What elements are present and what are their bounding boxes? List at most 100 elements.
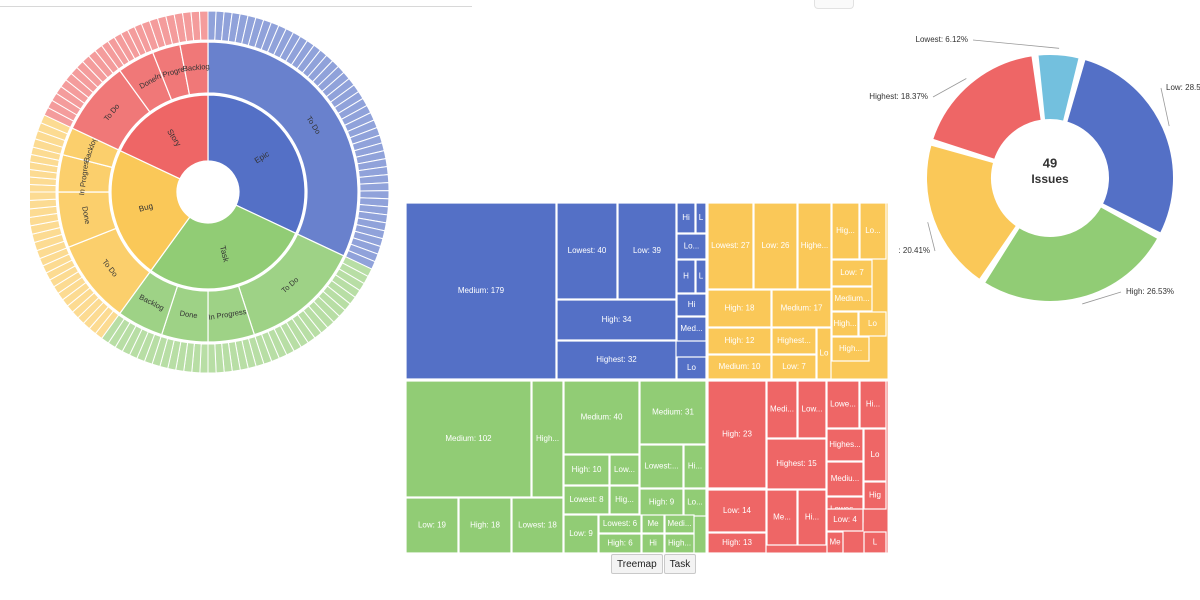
treemap-cell-label: Medium: 17: [781, 304, 823, 313]
treemap-cell[interactable]: [563, 454, 610, 486]
treemap-cell[interactable]: [406, 203, 557, 380]
treemap-cell[interactable]: [676, 203, 696, 234]
treemap-cell-label: High: 13: [722, 538, 752, 547]
treemap-cell[interactable]: [695, 203, 707, 234]
treemap-cell[interactable]: [598, 533, 642, 553]
treemap-cell[interactable]: [771, 289, 832, 328]
treemap-cell[interactable]: [556, 340, 677, 380]
treemap-cell[interactable]: [641, 533, 665, 553]
sunburst-leaf-segment[interactable]: [359, 182, 390, 192]
sunburst-type-epic[interactable]: [207, 94, 306, 235]
treemap-cell[interactable]: [707, 489, 767, 533]
treemap-cell[interactable]: [766, 438, 827, 490]
treemap-cell[interactable]: [556, 203, 618, 300]
donut-slice[interactable]: [931, 54, 1043, 162]
treemap-cell-label: Me...: [773, 513, 791, 522]
treemap-cell[interactable]: [676, 293, 707, 317]
treemap-cell[interactable]: [831, 336, 870, 362]
treemap-cell[interactable]: [831, 311, 859, 337]
sunburst-status-segment[interactable]: [179, 41, 209, 96]
sunburst-type-bug[interactable]: [110, 149, 191, 272]
treemap-cell[interactable]: [406, 497, 459, 553]
treemap-cell[interactable]: [816, 327, 832, 380]
sunburst-leaf-segment[interactable]: [30, 191, 57, 201]
donut-slice[interactable]: [1036, 53, 1081, 123]
donut-slice[interactable]: [1065, 57, 1175, 235]
treemap-cell-label: Hi...: [866, 400, 880, 409]
sunburst-status-label: Done: [179, 309, 198, 321]
view-toggle: Treemap Task: [611, 554, 697, 574]
treemap-cell[interactable]: [753, 203, 798, 290]
treemap-cell[interactable]: [511, 497, 564, 553]
treemap-cell[interactable]: [609, 485, 640, 515]
treemap-cell[interactable]: [826, 508, 864, 532]
task-button[interactable]: Task: [663, 554, 697, 574]
treemap-cell[interactable]: [831, 259, 873, 287]
top-handle[interactable]: [814, 0, 854, 9]
treemap-cell[interactable]: [863, 428, 887, 482]
treemap-cell[interactable]: [458, 497, 512, 553]
treemap-cell[interactable]: [797, 203, 832, 290]
sunburst-leaf-segment[interactable]: [198, 10, 209, 41]
treemap-cell[interactable]: [831, 286, 873, 312]
treemap-cell[interactable]: [641, 514, 665, 534]
treemap-cell[interactable]: [826, 428, 864, 462]
treemap-cell-label: Low: 26: [761, 241, 790, 250]
donut-label-leader: [932, 78, 967, 98]
sunburst-type-story[interactable]: [119, 94, 209, 180]
treemap-cell[interactable]: [563, 514, 599, 553]
treemap-cell[interactable]: [797, 489, 827, 546]
treemap-cell[interactable]: [771, 354, 817, 380]
treemap-cell[interactable]: [826, 531, 844, 553]
treemap-cell[interactable]: [766, 380, 798, 439]
treemap-cell[interactable]: [683, 488, 707, 517]
treemap-cell[interactable]: [859, 203, 887, 260]
sunburst-status-segment[interactable]: [207, 41, 359, 257]
treemap-cell[interactable]: [556, 299, 677, 341]
treemap-cell[interactable]: [609, 454, 640, 486]
treemap-cell[interactable]: [639, 444, 684, 489]
treemap-cell[interactable]: [617, 203, 677, 300]
treemap-cell[interactable]: [863, 481, 887, 510]
donut-slice[interactable]: [925, 143, 1019, 282]
donut-label-leader: [927, 222, 936, 252]
treemap-cell[interactable]: [563, 380, 640, 455]
treemap-cell[interactable]: [863, 531, 887, 553]
treemap-cell-label: High...: [833, 319, 856, 328]
treemap-cell[interactable]: [598, 514, 642, 534]
treemap-cell-label: Highe...: [801, 241, 829, 250]
treemap-cell[interactable]: [707, 289, 772, 328]
treemap-cell[interactable]: [676, 233, 707, 260]
treemap-cell[interactable]: [707, 354, 772, 380]
sunburst-leaf-segment[interactable]: [207, 343, 217, 374]
treemap-cell[interactable]: [707, 203, 754, 290]
treemap-cell[interactable]: [831, 203, 860, 260]
treemap-cell[interactable]: [676, 356, 707, 380]
treemap-cell[interactable]: [563, 485, 610, 515]
treemap-cell-label: High: 6: [607, 539, 633, 548]
treemap-cell[interactable]: [639, 380, 707, 445]
donut-slice[interactable]: [982, 205, 1160, 303]
treemap-cell[interactable]: [797, 380, 827, 439]
treemap-cell-label: Medium: 179: [458, 286, 505, 295]
treemap-cell[interactable]: [707, 327, 772, 355]
sunburst-type-task[interactable]: [150, 204, 297, 290]
treemap-cell[interactable]: [859, 380, 887, 429]
treemap-cell[interactable]: [406, 380, 532, 498]
treemap-cell[interactable]: [676, 259, 696, 294]
treemap-cell[interactable]: [707, 380, 767, 489]
treemap-cell[interactable]: [664, 514, 695, 534]
treemap-cell[interactable]: [826, 461, 864, 497]
treemap-cell[interactable]: [531, 380, 564, 498]
treemap-cell[interactable]: [664, 533, 695, 553]
treemap-cell-label: Medium: 10: [719, 362, 761, 371]
treemap-button[interactable]: Treemap: [611, 554, 663, 574]
treemap-cell[interactable]: [695, 259, 707, 294]
treemap-cell[interactable]: [766, 489, 798, 546]
treemap-cell[interactable]: [707, 532, 767, 553]
treemap-cell[interactable]: [771, 327, 817, 355]
treemap-cell[interactable]: [826, 380, 860, 429]
treemap-cell[interactable]: [858, 311, 887, 337]
treemap-cell[interactable]: [676, 316, 707, 342]
treemap-cell[interactable]: [683, 444, 707, 489]
